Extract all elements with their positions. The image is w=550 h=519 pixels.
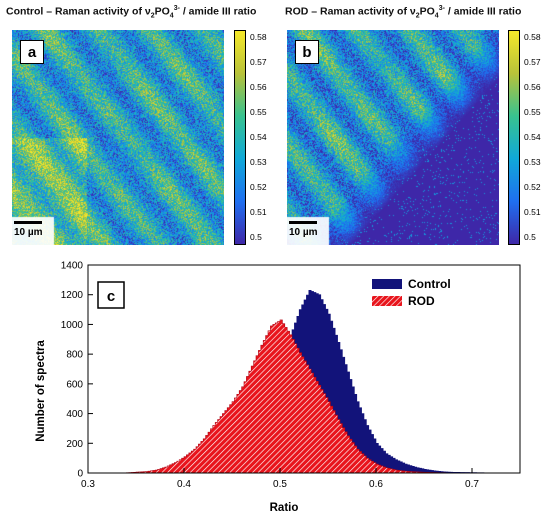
panel-a-title: Control – Raman activity of ν2PO43- / am… bbox=[6, 5, 257, 20]
histogram-series-rod bbox=[126, 319, 475, 474]
x-tick-label: 0.6 bbox=[369, 479, 383, 490]
colorbar-tick-label: 0.5 bbox=[250, 232, 262, 242]
y-tick-label: 1000 bbox=[61, 320, 84, 331]
colorbar-tick-label: 0.51 bbox=[250, 207, 267, 217]
colorbar-tick-label: 0.57 bbox=[524, 57, 541, 67]
colorbar-tick-label: 0.5 bbox=[524, 232, 536, 242]
ratio-histogram: 0.3 0.4 0.5 0.6 0.7 0 200 400 600 800 1000 1200 1400… bbox=[35, 261, 521, 514]
y-tick-label: 400 bbox=[66, 409, 83, 420]
legend-label-control: Control bbox=[408, 277, 451, 291]
colorbar-tick-label: 0.52 bbox=[524, 182, 541, 192]
panel-c-letter-box bbox=[97, 281, 125, 309]
colorbar-tick-label: 0.53 bbox=[250, 157, 267, 167]
colorbar-tick-label: 0.58 bbox=[250, 32, 267, 42]
panel-a-scalebar bbox=[14, 221, 42, 224]
colorbar-tick-label: 0.53 bbox=[524, 157, 541, 167]
rod-raman-map bbox=[287, 30, 499, 245]
y-tick-label: 1200 bbox=[61, 290, 84, 301]
panel-a-colorbar bbox=[234, 30, 246, 245]
panel-b-letter: b bbox=[295, 40, 319, 64]
panel-a-scalebar-label: 10 µm bbox=[14, 227, 43, 238]
colorbar-tick-label: 0.51 bbox=[524, 207, 541, 217]
y-tick-label: 800 bbox=[66, 350, 83, 361]
y-tick-label: 0 bbox=[77, 469, 83, 480]
panel-b-colorbar bbox=[508, 30, 520, 245]
x-tick-label: 0.7 bbox=[465, 479, 479, 490]
x-tick-label: 0.3 bbox=[81, 479, 95, 490]
panel-c-letter: c bbox=[107, 288, 115, 305]
colorbar-tick-label: 0.56 bbox=[250, 82, 267, 92]
legend-label-rod: ROD bbox=[408, 294, 435, 308]
x-axis-title: Ratio bbox=[270, 502, 299, 514]
x-tick-label: 0.4 bbox=[177, 479, 191, 490]
control-raman-map bbox=[12, 30, 224, 245]
colorbar-tick-label: 0.56 bbox=[524, 82, 541, 92]
colorbar-tick-label: 0.58 bbox=[524, 32, 541, 42]
plot-frame bbox=[87, 264, 521, 474]
colorbar-tick-label: 0.57 bbox=[250, 57, 267, 67]
panel-b-scalebar bbox=[289, 221, 317, 224]
legend: Control ROD bbox=[372, 277, 451, 308]
colorbar-tick-label: 0.52 bbox=[250, 182, 267, 192]
y-tick-label: 600 bbox=[66, 379, 83, 390]
colorbar-tick-label: 0.55 bbox=[524, 107, 541, 117]
panel-a-letter: a bbox=[20, 40, 44, 64]
legend-swatch-control bbox=[372, 279, 402, 289]
y-tick-label: 200 bbox=[66, 439, 83, 450]
y-axis-title: Number of spectra bbox=[35, 340, 47, 442]
colorbar-tick-label: 0.54 bbox=[250, 132, 267, 142]
panel-b-scalebar-label: 10 µm bbox=[289, 227, 318, 238]
legend-swatch-rod bbox=[372, 296, 402, 306]
colorbar-tick-label: 0.54 bbox=[524, 132, 541, 142]
y-tick-label: 1400 bbox=[61, 261, 84, 272]
panel-b-title: ROD – Raman activity of ν2PO43- / amide … bbox=[285, 5, 522, 20]
x-tick-label: 0.5 bbox=[273, 479, 287, 490]
colorbar-tick-label: 0.55 bbox=[250, 107, 267, 117]
